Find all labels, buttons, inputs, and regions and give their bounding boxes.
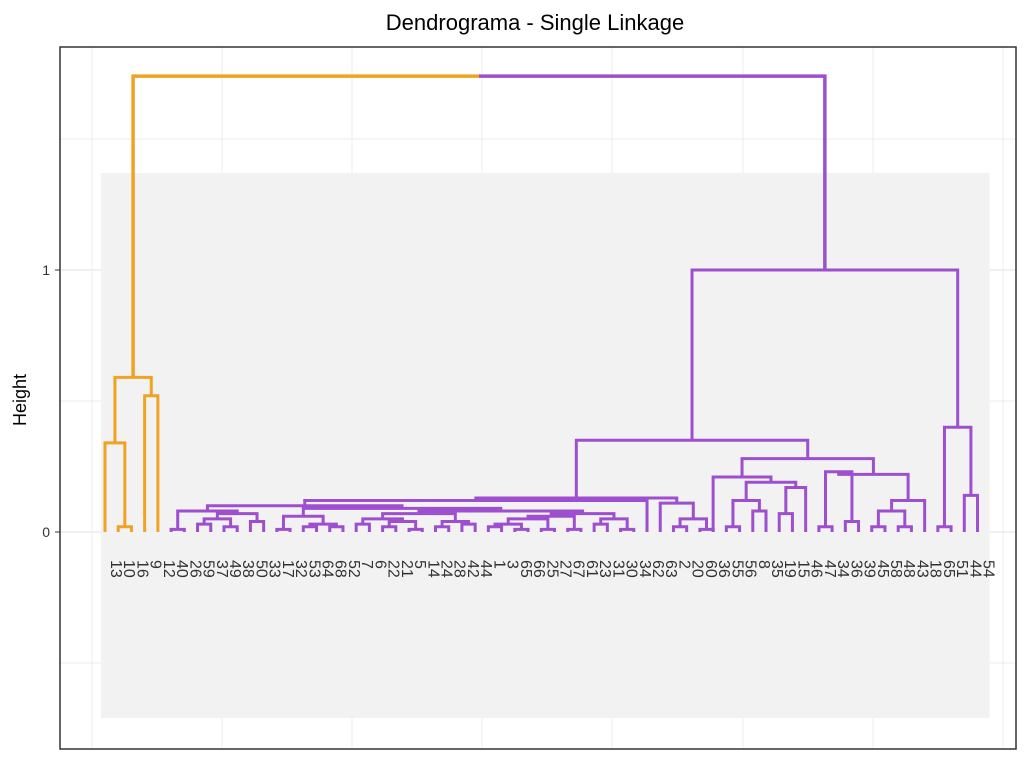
leaf-label-44: 20 — [689, 560, 706, 578]
leaf-label-39: 30 — [623, 560, 640, 578]
y-ticks: 01 — [42, 262, 60, 540]
leaf-label-34: 27 — [556, 560, 573, 578]
leaf-label-22: 21 — [398, 560, 415, 578]
leaf-label-8: 37 — [213, 560, 230, 578]
leaf-label-42: 63 — [662, 560, 679, 578]
leaf-label-51: 19 — [781, 560, 798, 578]
leaf-label-62: 18 — [927, 560, 944, 578]
leaf-label-7: 59 — [200, 560, 217, 578]
leaf-label-35: 67 — [570, 560, 587, 578]
y-axis-label: Height — [10, 374, 30, 426]
leaf-label-50: 35 — [768, 560, 785, 578]
leaf-label-14: 32 — [292, 560, 309, 578]
leaf-label-32: 66 — [530, 560, 547, 578]
ytick-label-1: 1 — [42, 262, 50, 278]
leaf-label-11: 50 — [252, 560, 269, 578]
leaf-label-21: 22 — [385, 560, 402, 578]
leaf-label-18: 52 — [345, 560, 362, 578]
leaf-label-57: 39 — [861, 560, 878, 578]
leaf-label-36: 61 — [583, 560, 600, 578]
leaf-label-66: 54 — [980, 560, 997, 578]
link-root-right — [478, 74, 827, 270]
leaf-label-3: 9 — [147, 560, 164, 569]
chart-title: Dendrograma - Single Linkage — [386, 10, 684, 35]
cluster-panel-0 — [101, 173, 170, 719]
leaf-labels: 1310169124026593749385033173253646852762… — [107, 560, 997, 578]
leaf-label-20: 6 — [371, 560, 388, 569]
leaf-label-33: 25 — [543, 560, 560, 578]
leaf-label-55: 34 — [834, 560, 851, 578]
ytick-label-0: 0 — [42, 524, 50, 540]
leaf-label-47: 55 — [728, 560, 745, 578]
leaf-label-49: 8 — [755, 560, 772, 569]
leaf-label-59: 58 — [887, 560, 904, 578]
cluster-panels — [101, 173, 990, 719]
cluster-panel-1 — [167, 173, 990, 719]
leaf-label-5: 40 — [173, 560, 190, 578]
leaf-label-0: 13 — [107, 560, 124, 578]
leaf-label-28: 44 — [477, 560, 494, 578]
leaf-label-46: 36 — [715, 560, 732, 578]
leaf-label-64: 51 — [953, 560, 970, 578]
leaf-label-65: 44 — [966, 560, 983, 578]
leaf-label-2: 16 — [133, 560, 150, 578]
leaf-label-38: 31 — [609, 560, 626, 578]
leaf-label-23: 5 — [411, 560, 428, 569]
leaf-label-19: 7 — [358, 560, 375, 569]
leaf-label-40: 34 — [636, 560, 653, 578]
leaf-label-37: 23 — [596, 560, 613, 578]
leaf-label-45: 60 — [702, 560, 719, 578]
leaf-label-24: 14 — [424, 560, 441, 578]
leaf-label-6: 26 — [186, 560, 203, 578]
link-root-left — [131, 74, 479, 378]
leaf-label-1: 10 — [120, 560, 137, 578]
leaf-label-16: 64 — [319, 560, 336, 578]
leaf-label-56: 36 — [847, 560, 864, 578]
leaf-label-60: 48 — [900, 560, 917, 578]
leaf-label-10: 38 — [239, 560, 256, 578]
leaf-label-27: 42 — [464, 560, 481, 578]
leaf-label-54: 47 — [821, 560, 838, 578]
plot-border — [59, 46, 1017, 750]
leaf-label-30: 3 — [504, 560, 521, 569]
leaf-label-9: 49 — [226, 560, 243, 578]
leaf-label-25: 24 — [438, 560, 455, 578]
leaf-label-15: 53 — [305, 560, 322, 578]
leaf-label-43: 2 — [675, 560, 692, 569]
leaf-label-63: 65 — [940, 560, 957, 578]
leaf-label-17: 68 — [332, 560, 349, 578]
leaf-label-48: 56 — [742, 560, 759, 578]
dendrogram-links — [103, 74, 980, 532]
leaf-label-12: 33 — [266, 560, 283, 578]
leaf-label-29: 1 — [490, 560, 507, 569]
leaf-label-41: 62 — [649, 560, 666, 578]
leaf-label-58: 45 — [874, 560, 891, 578]
leaf-label-61: 43 — [913, 560, 930, 578]
leaf-label-13: 17 — [279, 560, 296, 578]
leaf-label-52: 15 — [794, 560, 811, 578]
leaf-label-53: 46 — [808, 560, 825, 578]
leaf-label-31: 65 — [517, 560, 534, 578]
leaf-label-26: 28 — [451, 560, 468, 578]
leaf-label-4: 12 — [160, 560, 177, 578]
